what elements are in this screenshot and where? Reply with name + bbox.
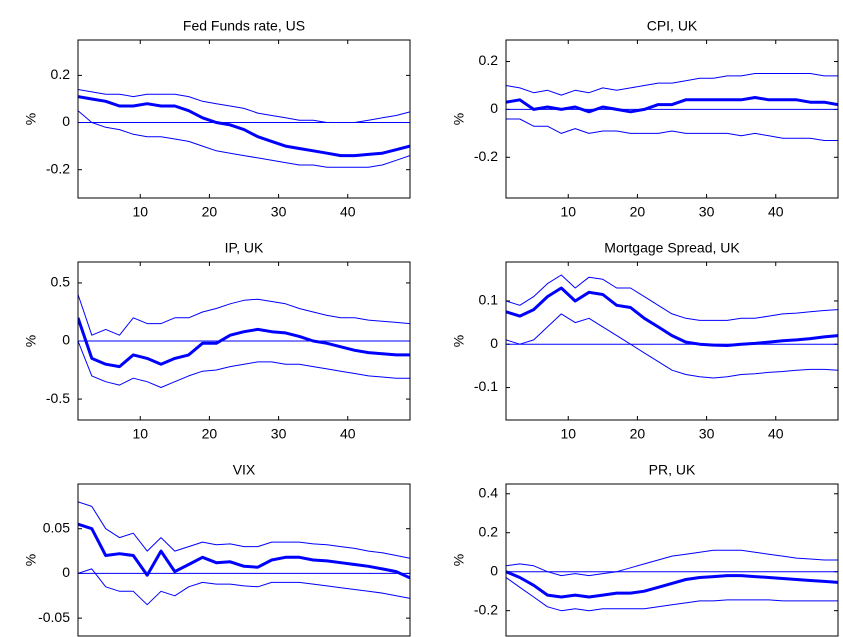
y-tick-label: 0.5 <box>51 274 71 290</box>
median-line <box>78 522 410 580</box>
plot-frame <box>77 261 411 421</box>
x-tick-label: 10 <box>132 204 148 220</box>
x-tick-label: 20 <box>202 426 218 442</box>
y-tick-label: 0.2 <box>479 52 499 68</box>
y-axis-label: % <box>23 113 39 125</box>
band-line <box>78 568 410 606</box>
y-axis-label: % <box>451 113 467 125</box>
y-tick-label: 0.2 <box>479 523 499 539</box>
plot-frame <box>505 39 839 199</box>
y-tick-label: 0.4 <box>479 484 499 500</box>
y-tick-label: 0.1 <box>479 292 499 308</box>
y-tick-label: -0.1 <box>474 378 498 394</box>
panel-title: CPI, UK <box>647 18 698 34</box>
x-tick-label: 10 <box>560 204 576 220</box>
band-line <box>506 118 838 141</box>
band-line <box>78 340 410 388</box>
y-axis-label: % <box>23 335 39 347</box>
median-line <box>506 570 838 599</box>
x-tick-label: 20 <box>630 426 646 442</box>
plot-frame <box>77 39 411 199</box>
median-line <box>506 96 838 114</box>
plot-frame <box>77 483 411 637</box>
median-line <box>78 95 410 158</box>
band-line <box>78 501 410 559</box>
band-line <box>506 274 838 321</box>
x-tick-label: 40 <box>340 426 356 442</box>
y-tick-label: 0 <box>62 113 70 129</box>
y-tick-label: -0.2 <box>474 148 498 164</box>
y-tick-label: 0.05 <box>43 519 70 535</box>
x-tick-label: 30 <box>699 426 715 442</box>
x-tick-label: 20 <box>630 204 646 220</box>
band-line <box>506 577 838 612</box>
median-line <box>78 317 410 369</box>
y-axis-label: % <box>451 554 467 566</box>
y-tick-label: -0.05 <box>38 609 70 625</box>
x-tick-label: 40 <box>340 204 356 220</box>
panel-title: Fed Funds rate, US <box>183 18 305 34</box>
y-tick-label: 0 <box>62 332 70 348</box>
y-axis-label: % <box>23 554 39 566</box>
x-tick-label: 20 <box>202 204 218 220</box>
x-tick-label: 40 <box>768 204 784 220</box>
x-tick-label: 30 <box>699 204 715 220</box>
y-tick-label: -0.2 <box>46 160 70 176</box>
y-tick-label: 0 <box>62 564 70 580</box>
panel-title: Mortgage Spread, UK <box>604 240 740 256</box>
band-line <box>506 313 838 379</box>
band-line <box>78 89 410 123</box>
y-tick-label: 0 <box>490 335 498 351</box>
y-tick-label: 0 <box>490 100 498 116</box>
x-tick-label: 40 <box>768 426 784 442</box>
y-tick-label: 0 <box>490 562 498 578</box>
band-line <box>506 549 838 577</box>
band-line <box>506 73 838 96</box>
y-tick-label: -0.5 <box>46 390 70 406</box>
plot-frame <box>505 483 839 637</box>
x-tick-label: 30 <box>271 204 287 220</box>
y-axis-label: % <box>451 335 467 347</box>
y-tick-label: 0.2 <box>51 66 71 82</box>
panel-title: IP, UK <box>225 240 264 256</box>
x-tick-label: 30 <box>271 426 287 442</box>
y-tick-label: -0.2 <box>474 601 498 617</box>
band-line <box>78 294 410 336</box>
x-tick-label: 10 <box>560 426 576 442</box>
plot-frame <box>505 261 839 421</box>
band-line <box>78 110 410 168</box>
panel-title: VIX <box>233 462 256 478</box>
panel-title: PR, UK <box>649 462 696 478</box>
x-tick-label: 10 <box>132 426 148 442</box>
median-line <box>506 286 838 347</box>
